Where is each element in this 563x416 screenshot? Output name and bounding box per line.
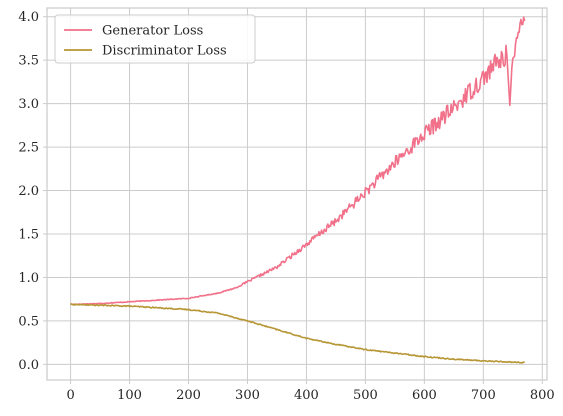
y-axis-ticks: 0.0 0.5 1.0 1.5 2.0 2.5 3.0 3.5 4.0 (18, 10, 47, 373)
x-tick-label: 500 (353, 388, 378, 403)
x-tick-label: 400 (294, 388, 319, 403)
series-line-generator-loss (70, 16, 526, 306)
y-tick-label: 1.0 (18, 271, 39, 286)
x-tick-label: 300 (235, 388, 260, 403)
legend-label: Discriminator Loss (102, 44, 227, 59)
y-tick-label: 3.0 (18, 97, 39, 112)
y-tick-label: 2.5 (18, 141, 39, 156)
x-tick-label: 800 (530, 388, 555, 403)
x-tick-label: 0 (66, 388, 74, 403)
x-tick-label: 700 (471, 388, 496, 403)
y-tick-label: 3.5 (18, 54, 39, 69)
y-tick-label: 2.0 (18, 184, 39, 199)
x-tick-label: 200 (176, 388, 201, 403)
y-tick-label: 1.5 (18, 227, 39, 242)
legend: Generator Loss Discriminator Loss (54, 14, 256, 64)
y-tick-label: 4.0 (18, 10, 39, 25)
legend-box (54, 14, 256, 64)
x-axis-ticks: 0 100 200 300 400 500 600 700 800 (66, 380, 555, 403)
y-tick-label: 0.0 (18, 358, 39, 373)
series-line-discriminator-loss (70, 303, 525, 364)
x-tick-label: 100 (117, 388, 142, 403)
x-tick-label: 600 (412, 388, 437, 403)
series-lines (70, 16, 526, 364)
y-tick-label: 0.5 (18, 314, 39, 329)
plot-frame (46, 7, 548, 381)
grid (47, 8, 547, 380)
legend-label: Generator Loss (102, 24, 203, 39)
